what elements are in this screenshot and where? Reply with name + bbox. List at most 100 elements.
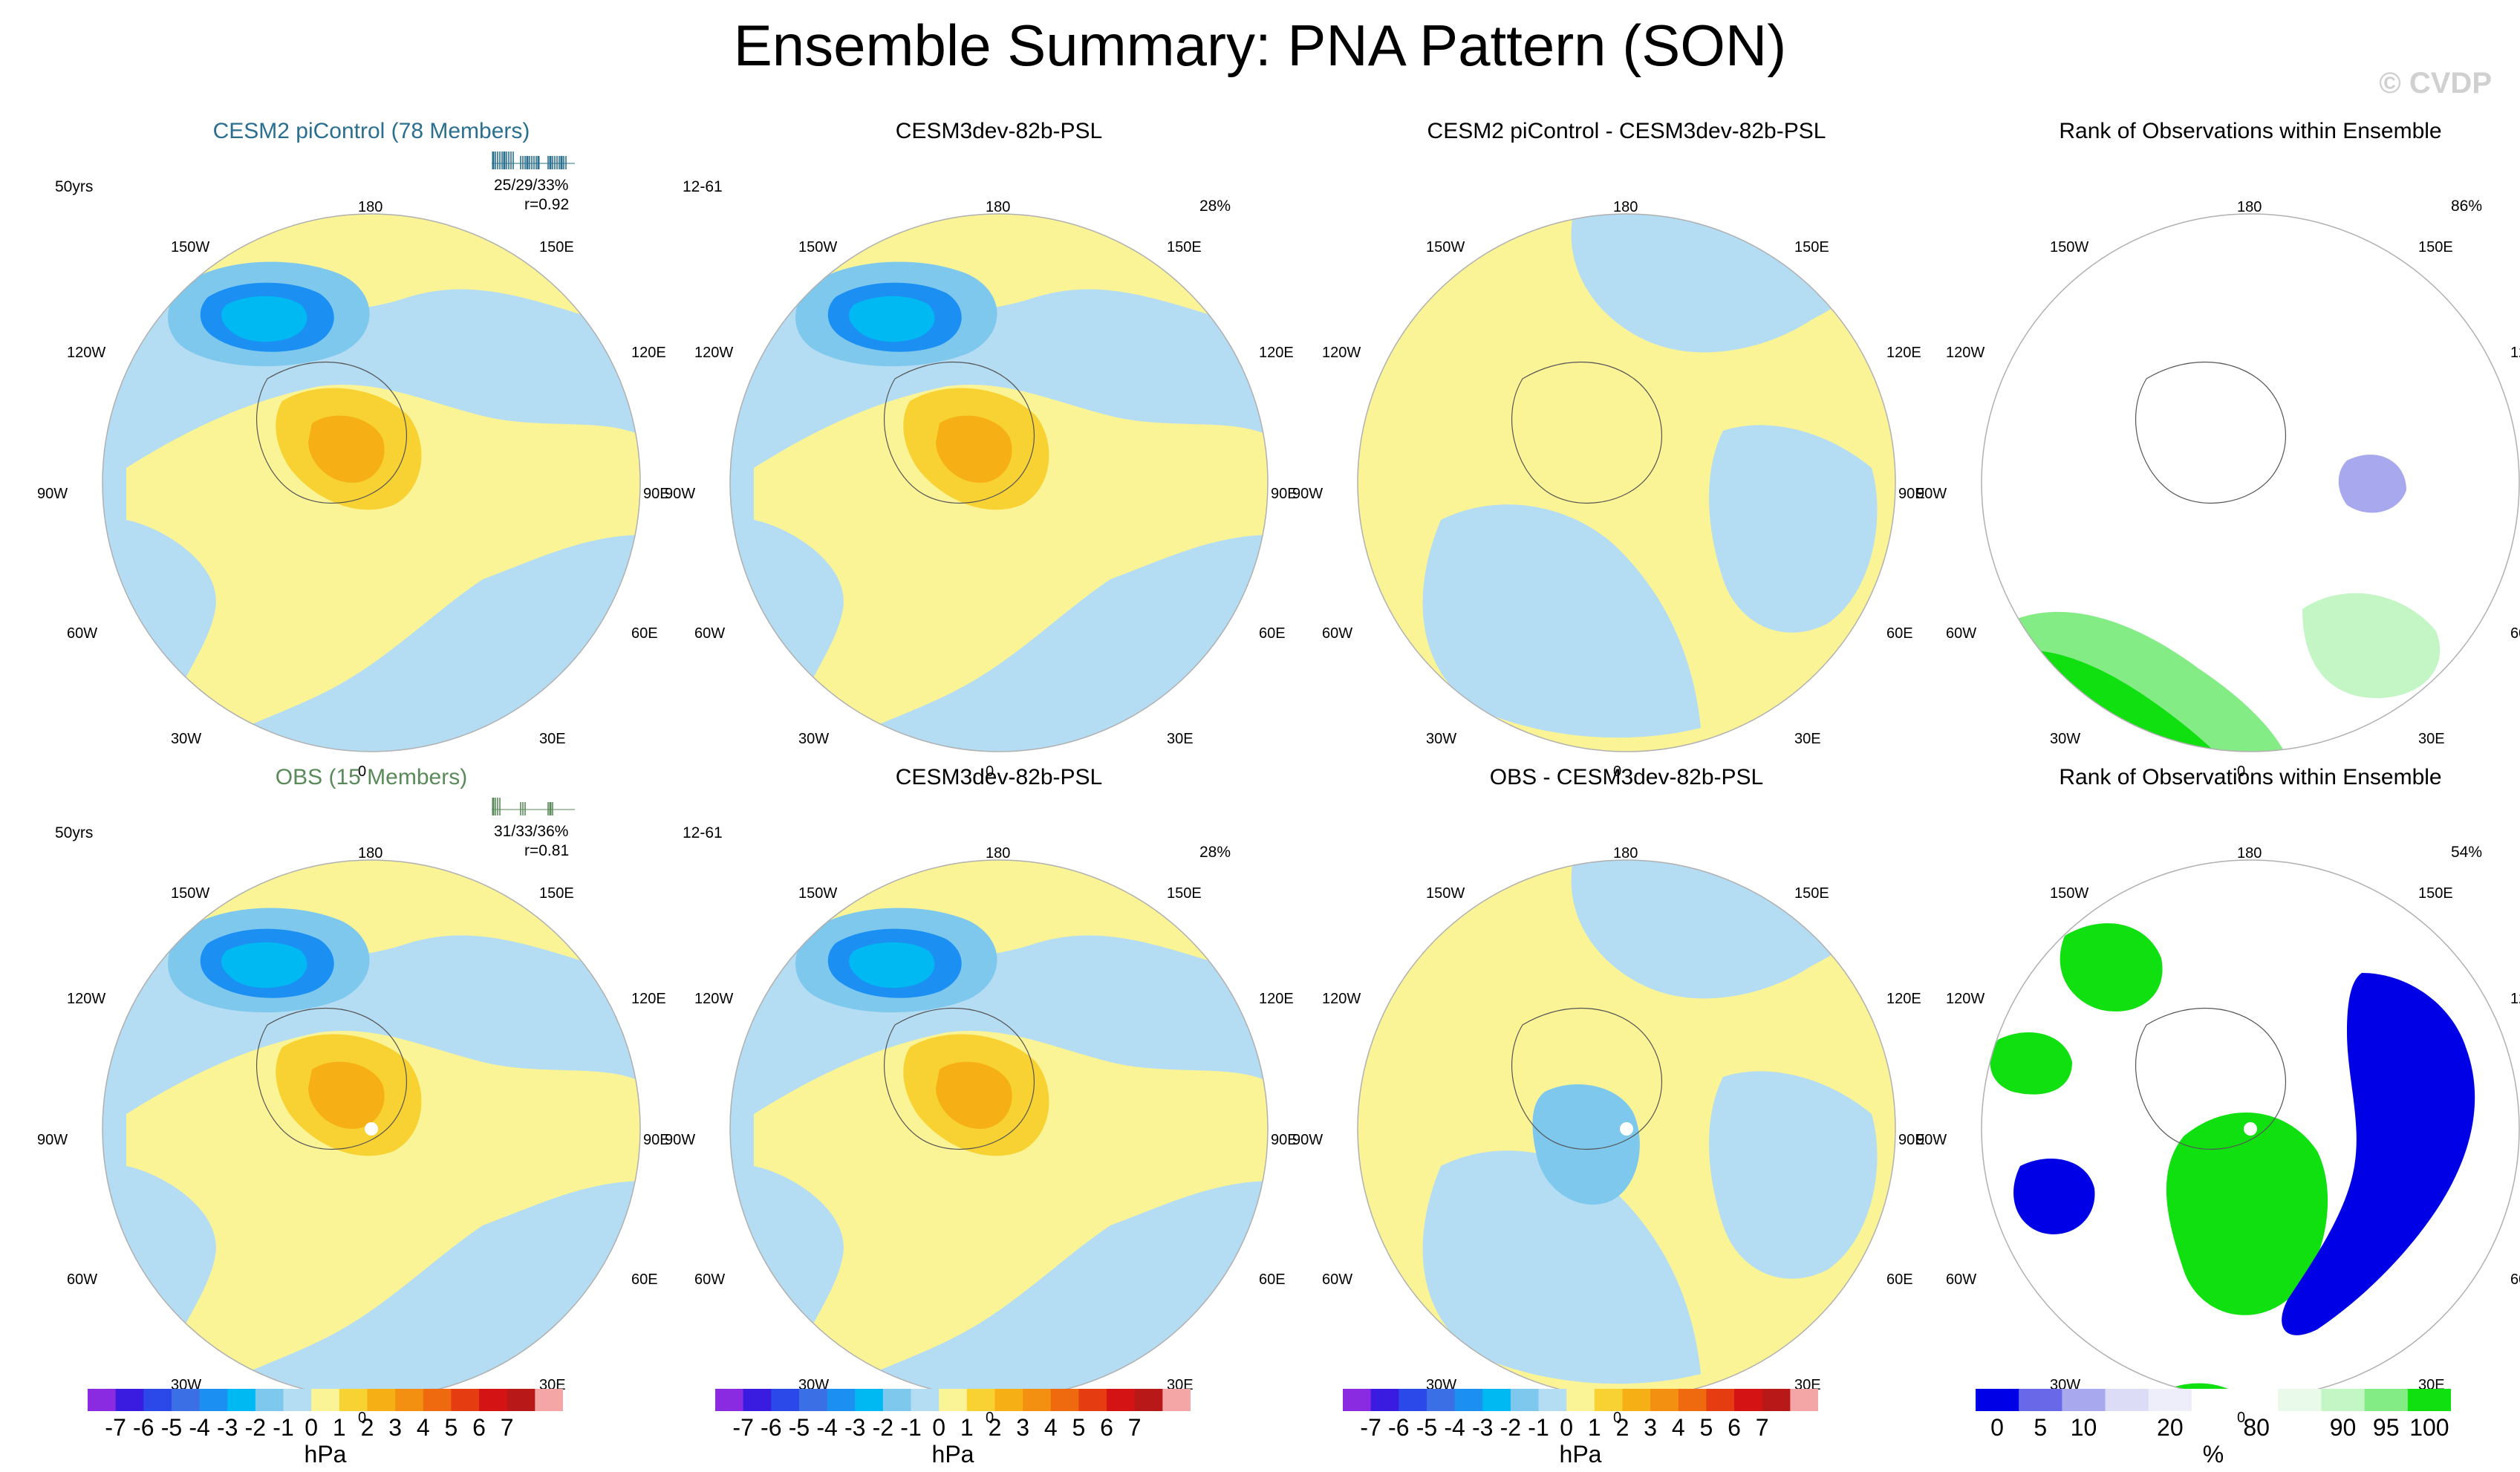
lon-label-top: 180 bbox=[986, 199, 1011, 215]
colorbar-label: -7 bbox=[732, 1414, 754, 1441]
colorbar-swatch bbox=[367, 1389, 396, 1411]
colorbar-label: -2 bbox=[872, 1414, 894, 1441]
lon-label-ul: 150W bbox=[171, 239, 210, 255]
colorbar-swatch bbox=[1678, 1389, 1707, 1411]
polar-map bbox=[729, 213, 1269, 752]
colorbar-label: -3 bbox=[1472, 1414, 1494, 1441]
lon-label-lmr: 60E bbox=[631, 625, 658, 642]
colorbar-swatch bbox=[715, 1389, 744, 1411]
colorbar-label: 4 bbox=[1671, 1414, 1685, 1441]
colorbar-swatch bbox=[1078, 1389, 1107, 1411]
coastline bbox=[884, 1008, 1035, 1150]
colorbar-label: 0 bbox=[305, 1414, 319, 1441]
colorbar-label: -7 bbox=[105, 1414, 126, 1441]
lon-label-mr: 90E bbox=[1271, 1132, 1298, 1148]
colorbar-label: 2 bbox=[1615, 1414, 1629, 1441]
lon-label-ul: 150W bbox=[798, 885, 838, 902]
negative-region bbox=[1422, 504, 1701, 738]
pattern-correlation-pct: 54% bbox=[2451, 844, 2483, 861]
lon-label-bottom: 0 bbox=[1613, 1410, 1622, 1426]
ensemble-rug-ticks bbox=[492, 798, 575, 815]
lon-label-mr: 90E bbox=[1898, 1132, 1925, 1148]
colorbar-label: -2 bbox=[1500, 1414, 1522, 1441]
lon-label-lr: 30E bbox=[1794, 731, 1821, 747]
colorbar-swatch bbox=[911, 1389, 940, 1411]
colorbar-label: 1 bbox=[332, 1414, 346, 1441]
colorbar-label: 0 bbox=[932, 1414, 946, 1441]
colorbar-label: -5 bbox=[788, 1414, 810, 1441]
colorbar-label: 6 bbox=[1728, 1414, 1741, 1441]
lon-label-lmr: 60E bbox=[2510, 1271, 2520, 1288]
period-label: 50yrs bbox=[55, 824, 94, 841]
watermark: © CVDP bbox=[2379, 67, 2492, 100]
colorbar-swatch bbox=[479, 1389, 508, 1411]
colorbar-swatch bbox=[88, 1389, 117, 1411]
lon-label-uml: 120W bbox=[694, 345, 734, 361]
colorbar-swatch bbox=[1370, 1389, 1399, 1411]
colorbar-swatch bbox=[1976, 1389, 2019, 1411]
panel-title: CESM2 piControl - CESM3dev-82b-PSL bbox=[1427, 119, 1826, 143]
colorbar-swatch bbox=[143, 1389, 172, 1411]
colorbar-swatch bbox=[507, 1389, 535, 1411]
lon-label-ur: 150E bbox=[1167, 885, 1202, 902]
polar-map bbox=[1981, 859, 2520, 1398]
lon-label-mr: 90E bbox=[1898, 486, 1925, 502]
lon-label-ml: 90W bbox=[1916, 486, 1947, 502]
lon-label-lmr: 60E bbox=[1886, 1271, 1913, 1288]
positive-region bbox=[730, 639, 797, 752]
colorbar-label: 7 bbox=[500, 1414, 514, 1441]
panel-title: CESM3dev-82b-PSL bbox=[895, 765, 1103, 789]
lon-label-ul: 150W bbox=[1426, 239, 1465, 255]
lon-label-lr: 30E bbox=[1167, 731, 1194, 747]
lon-label-ll: 30W bbox=[2050, 731, 2081, 747]
colorbar-swatch bbox=[1107, 1389, 1136, 1411]
pole-marker bbox=[1620, 1122, 1633, 1136]
panel-title: OBS - CESM3dev-82b-PSL bbox=[1489, 765, 1764, 789]
lon-label-umr: 120E bbox=[2510, 991, 2520, 1007]
colorbar-label: 5 bbox=[1699, 1414, 1713, 1441]
colorbar-label: 6 bbox=[1100, 1414, 1113, 1441]
coastline bbox=[2135, 1008, 2287, 1150]
lon-label-top: 180 bbox=[986, 845, 1011, 862]
lon-label-ll: 30W bbox=[171, 731, 202, 747]
lon-label-bottom: 0 bbox=[358, 1410, 367, 1426]
ensemble-correlation: r=0.92 bbox=[524, 196, 570, 213]
colorbar-label: -6 bbox=[133, 1414, 154, 1441]
lon-label-lml: 60W bbox=[67, 1271, 98, 1288]
map-panel-7: OBS - CESM3dev-82b-PSL 180 0 150W 150E 120W 12… bbox=[1292, 765, 1925, 1426]
colorbar-swatch bbox=[939, 1389, 968, 1411]
lon-label-ml: 90W bbox=[665, 1132, 696, 1148]
colorbar-swatch bbox=[1762, 1389, 1791, 1411]
lon-label-lml: 60W bbox=[1322, 625, 1353, 642]
positive-contour-3hPa bbox=[936, 1061, 1012, 1129]
lon-label-ul: 150W bbox=[2050, 239, 2089, 255]
coastline bbox=[884, 362, 1035, 504]
lon-label-bottom: 0 bbox=[986, 763, 994, 780]
lon-label-lml: 60W bbox=[1322, 1271, 1353, 1288]
lon-label-ur: 150E bbox=[539, 885, 574, 902]
lon-label-uml: 120W bbox=[1322, 345, 1361, 361]
lon-label-umr: 120E bbox=[631, 345, 666, 361]
lon-label-ll: 30W bbox=[798, 731, 830, 747]
lon-label-lr: 30E bbox=[539, 731, 566, 747]
panel-title: CESM2 piControl (78 Members) bbox=[212, 119, 530, 143]
colorbar-swatch bbox=[227, 1389, 256, 1411]
coastline bbox=[2135, 362, 2287, 504]
ensemble-stats: 25/29/33% bbox=[494, 177, 569, 194]
colorbar-swatch bbox=[2321, 1389, 2366, 1411]
colorbar-label: 90 bbox=[2329, 1414, 2357, 1441]
colorbar-label: -1 bbox=[900, 1414, 922, 1441]
lon-label-umr: 120E bbox=[1259, 991, 1294, 1007]
colorbar-swatch bbox=[1023, 1389, 1052, 1411]
pole-marker bbox=[365, 1122, 378, 1136]
panel-title: Rank of Observations within Ensemble bbox=[2059, 765, 2442, 789]
colorbar-swatch bbox=[2235, 1389, 2279, 1411]
colorbar-swatch bbox=[283, 1389, 312, 1411]
pattern-correlation-pct: 28% bbox=[1199, 198, 1231, 215]
colorbar-swatch bbox=[1162, 1389, 1191, 1411]
colorbar-swatch bbox=[2278, 1389, 2322, 1411]
lon-label-uml: 120W bbox=[67, 991, 106, 1007]
colorbar-swatch bbox=[771, 1389, 800, 1411]
rank-region-10 bbox=[2338, 455, 2406, 513]
colorbar-swatch bbox=[535, 1389, 564, 1411]
